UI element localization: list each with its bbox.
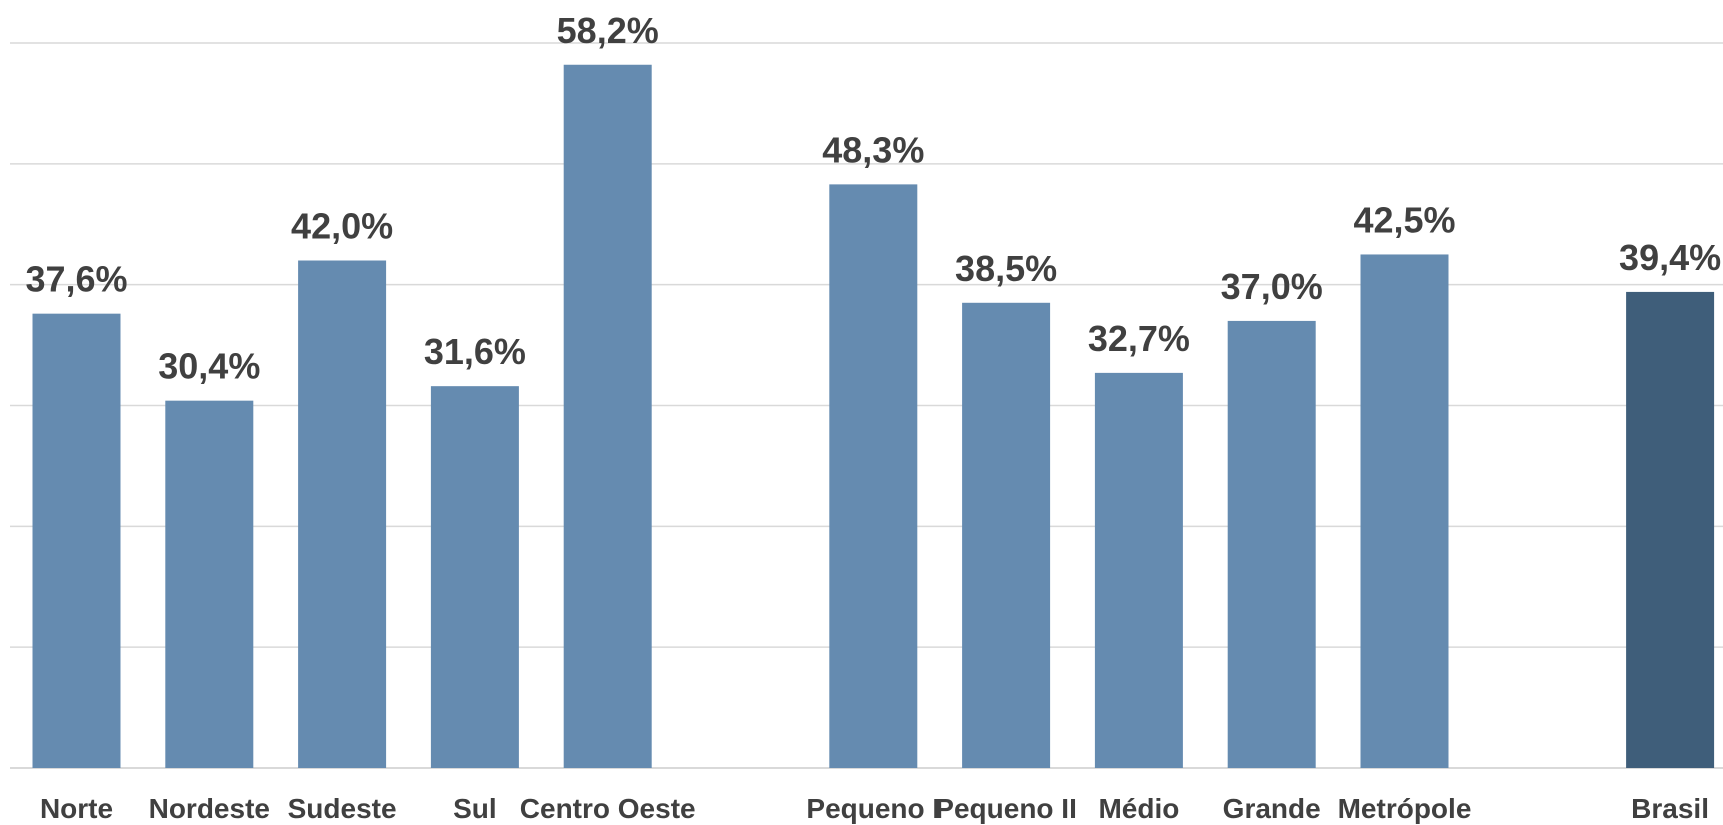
category-label-metropole: Metrópole — [1338, 793, 1472, 824]
bar-sudeste — [298, 260, 387, 768]
category-label-grande: Grande — [1223, 793, 1321, 824]
data-label-sudeste: 42,0% — [291, 206, 393, 247]
data-label-brasil: 39,4% — [1619, 237, 1721, 278]
category-label-medio: Médio — [1098, 793, 1179, 824]
category-label-pequeno-ii: Pequeno II — [935, 793, 1077, 824]
bar-norte — [32, 313, 121, 768]
category-label-nordeste: Nordeste — [149, 793, 270, 824]
data-label-sul: 31,6% — [424, 331, 526, 372]
data-label-norte: 37,6% — [25, 259, 127, 300]
data-label-centro-oeste: 58,2% — [557, 10, 659, 51]
data-label-pequeno-i: 48,3% — [822, 129, 924, 170]
data-label-pequeno-ii: 38,5% — [955, 248, 1057, 289]
category-label-brasil: Brasil — [1631, 793, 1709, 824]
bar-medio — [1094, 372, 1183, 768]
data-label-medio: 32,7% — [1088, 318, 1190, 359]
data-label-grande: 37,0% — [1221, 266, 1323, 307]
bar-metropole — [1360, 254, 1449, 769]
data-label-metropole: 42,5% — [1353, 199, 1455, 240]
data-labels: 37,6% 30,4% 42,0% 31,6% 58,2% 48,3% 38,5% 32,7%… — [25, 10, 1721, 387]
category-label-norte: Norte — [40, 793, 113, 824]
category-label-centro-oeste: Centro Oeste — [520, 793, 696, 824]
data-label-nordeste: 30,4% — [158, 346, 260, 387]
category-label-sul: Sul — [453, 793, 497, 824]
category-labels: Norte Nordeste Sudeste Sul Centro Oeste Peque… — [40, 793, 1709, 824]
bar-brasil — [1626, 291, 1715, 768]
category-label-sudeste: Sudeste — [288, 793, 397, 824]
category-label-pequeno-i: Pequeno I — [806, 793, 940, 824]
bar-centro-oeste — [563, 64, 652, 768]
bar-nordeste — [165, 400, 254, 768]
bar-sul — [430, 386, 519, 768]
bars — [32, 64, 1715, 769]
bar-grande — [1227, 320, 1316, 768]
bar-pequeno-i — [829, 184, 918, 768]
bar-pequeno-ii — [962, 302, 1051, 768]
